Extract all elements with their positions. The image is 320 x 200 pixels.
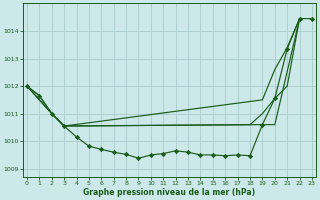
X-axis label: Graphe pression niveau de la mer (hPa): Graphe pression niveau de la mer (hPa) <box>84 188 256 197</box>
